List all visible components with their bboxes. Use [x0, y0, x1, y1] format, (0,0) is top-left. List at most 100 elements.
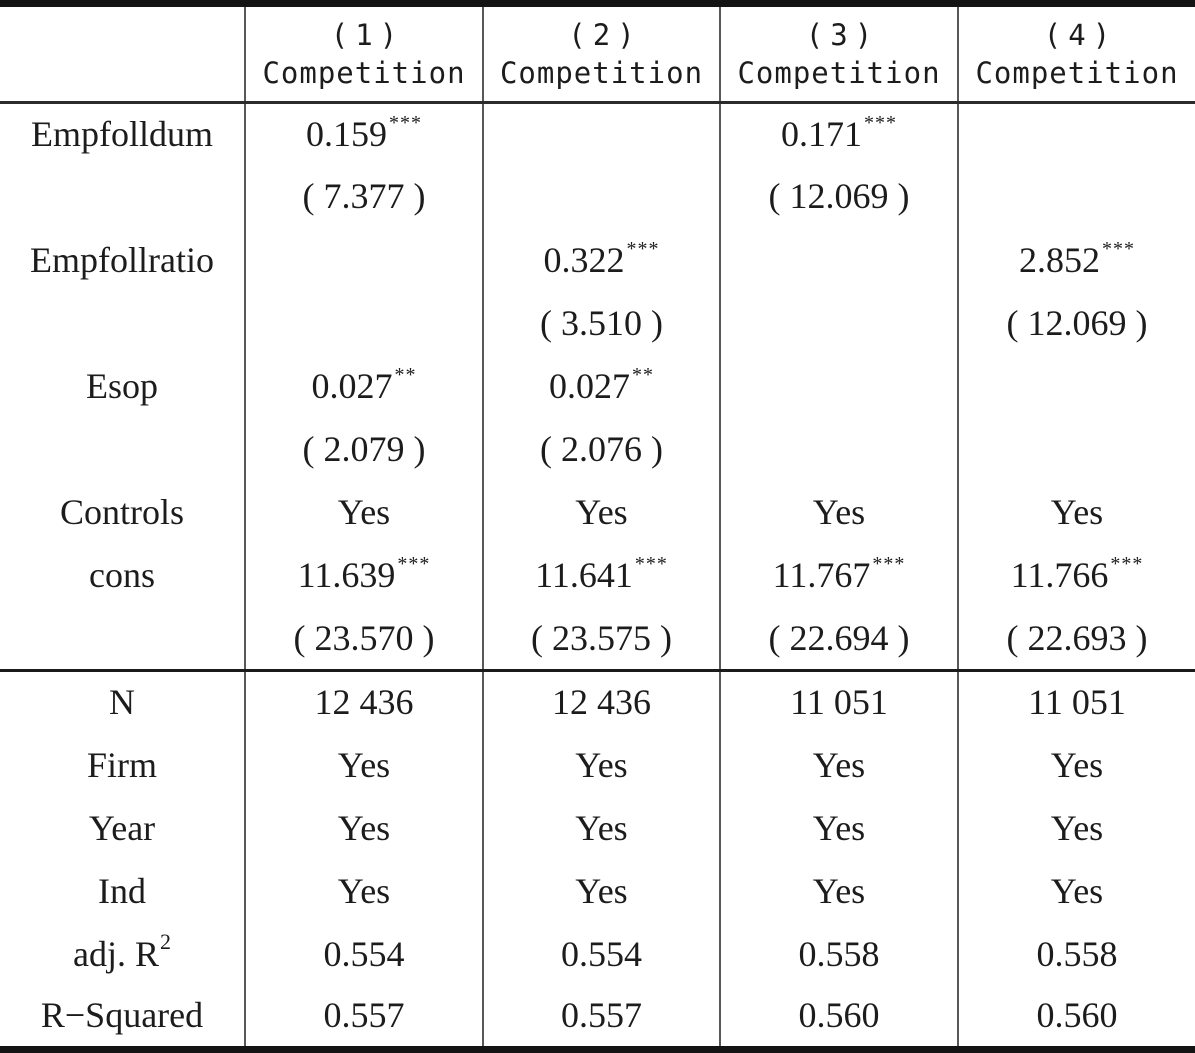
- cell-value: 0.558: [957, 923, 1195, 987]
- cell-value: 0.322 ***: [482, 228, 720, 292]
- row-label: adj. R2: [73, 929, 171, 975]
- cell-value: Yes: [957, 796, 1195, 860]
- row-label: Controls: [59, 492, 184, 533]
- cell-value: 11.767 ***: [719, 544, 958, 608]
- cell-value: 0.557: [244, 986, 483, 1050]
- cell-value: [957, 355, 1195, 419]
- row-label: N: [0, 669, 245, 734]
- column-label: Competition: [737, 56, 941, 90]
- cell-value: 11.639 ***: [244, 544, 483, 608]
- table-row: Firm Yes Yes Yes Yes: [0, 733, 1195, 797]
- row-label: R−Squared: [40, 995, 204, 1036]
- cell-value: Yes: [482, 733, 720, 797]
- significance-stars: ***: [864, 112, 897, 135]
- row-label: [0, 608, 245, 671]
- cell-value: Yes: [719, 481, 958, 545]
- row-label: [0, 166, 245, 229]
- cell-value: Yes: [482, 796, 720, 860]
- table-row: Empfollratio 0.322 *** 2.852 ***: [0, 228, 1195, 292]
- cell-value: Yes: [244, 860, 483, 924]
- table-row: Esop 0.027 ** 0.027 **: [0, 355, 1195, 419]
- table-row: Controls Yes Yes Yes Yes: [0, 481, 1195, 545]
- cell-value: 2.852 ***: [957, 228, 1195, 292]
- cell-value: [244, 228, 483, 292]
- cell-value: ( 2.076 ): [482, 418, 720, 482]
- significance-stars: ***: [389, 112, 422, 135]
- cell-value: 11 051: [957, 669, 1195, 734]
- cell-value: 0.554: [244, 923, 483, 987]
- significance-stars: **: [394, 363, 417, 386]
- cell-value: ( 7.377 ): [244, 165, 483, 229]
- cell-value: ( 23.570 ): [244, 607, 483, 671]
- cell-value: [719, 418, 958, 482]
- significance-stars: ***: [872, 553, 906, 576]
- table-body: Empfolldum 0.159 *** 0.171 *** ( 7.377 ) ( 12.…: [0, 102, 1195, 1050]
- cell-value: Yes: [719, 860, 958, 924]
- row-label: Empfolldum: [31, 114, 213, 155]
- cell-value: ( 2.079 ): [244, 418, 483, 482]
- cell-value: Yes: [244, 481, 483, 545]
- table-row: cons 11.639 *** 11.641 *** 11.767 *** 11.766 ***: [0, 544, 1195, 608]
- cell-value: [719, 291, 958, 355]
- cell-value: Yes: [719, 733, 958, 797]
- cell-value: Yes: [482, 860, 720, 924]
- cell-value: 0.171 ***: [719, 102, 958, 166]
- cell-value: Yes: [719, 796, 958, 860]
- cell-value: 11.766 ***: [957, 544, 1195, 608]
- row-label: Firm: [86, 744, 157, 785]
- row-label: [0, 418, 245, 481]
- cell-value: [719, 355, 958, 419]
- cell-value: Yes: [957, 481, 1195, 545]
- header-cell-2: (2) Competition: [482, 3, 720, 104]
- row-label: cons: [89, 555, 155, 596]
- cell-value: [244, 291, 483, 355]
- table-row: N 12 436 12 436 11 051 11 051: [0, 669, 1195, 734]
- cell-value: ( 22.693 ): [957, 607, 1195, 671]
- header-cell-4: (4) Competition: [957, 3, 1195, 104]
- significance-stars: ***: [626, 237, 660, 260]
- header-row: (1) Competition (2) Competition (3) Comp…: [0, 3, 1195, 104]
- cell-value: [482, 165, 720, 229]
- significance-stars: ***: [634, 553, 668, 576]
- row-label: Empfollratio: [30, 239, 214, 280]
- cell-value: 12 436: [482, 669, 720, 734]
- cell-value: Yes: [957, 733, 1195, 797]
- cell-value: [957, 102, 1195, 166]
- cell-value: 11 051: [719, 669, 958, 734]
- cell-value: ( 12.069 ): [957, 291, 1195, 355]
- row-label: Year: [88, 807, 156, 848]
- cell-value: 11.641 ***: [482, 544, 720, 608]
- cell-value: ( 23.575 ): [482, 607, 720, 671]
- table-row: ( 23.570 )( 23.575 )( 22.694 )( 22.693 ): [0, 607, 1195, 671]
- column-label: Competition: [262, 56, 466, 90]
- column-number: (2): [568, 18, 642, 53]
- cell-value: 0.558: [719, 923, 958, 987]
- cell-value: 0.557: [482, 986, 720, 1050]
- column-number: (4): [1043, 18, 1118, 53]
- table-row: ( 2.079 )( 2.076 ): [0, 418, 1195, 482]
- row-label: [0, 292, 245, 355]
- cell-value: Yes: [482, 481, 720, 545]
- row-label: Ind: [98, 870, 146, 911]
- table-header: (1) Competition (2) Competition (3) Comp…: [0, 3, 1195, 104]
- row-label-superscript: 2: [160, 929, 171, 955]
- significance-stars: ***: [1102, 237, 1135, 260]
- cell-value: [957, 418, 1195, 482]
- cell-value: 12 436: [244, 669, 483, 734]
- column-label: Competition: [499, 56, 704, 90]
- table-row: Year Yes Yes Yes Yes: [0, 796, 1195, 860]
- table-row: ( 7.377 ) ( 12.069 ): [0, 165, 1195, 229]
- cell-value: 0.554: [482, 923, 720, 987]
- column-label: Competition: [975, 56, 1179, 90]
- table-row: Empfolldum 0.159 *** 0.171 ***: [0, 102, 1195, 166]
- cell-value: [482, 102, 720, 166]
- cell-value: 0.159 ***: [244, 102, 483, 166]
- column-number: (1): [330, 18, 405, 53]
- cell-value: 0.027 **: [244, 355, 483, 419]
- column-number: (3): [805, 18, 880, 53]
- header-cell-3: (3) Competition: [719, 3, 958, 104]
- cell-value: Yes: [244, 796, 483, 860]
- cell-value: [719, 228, 958, 292]
